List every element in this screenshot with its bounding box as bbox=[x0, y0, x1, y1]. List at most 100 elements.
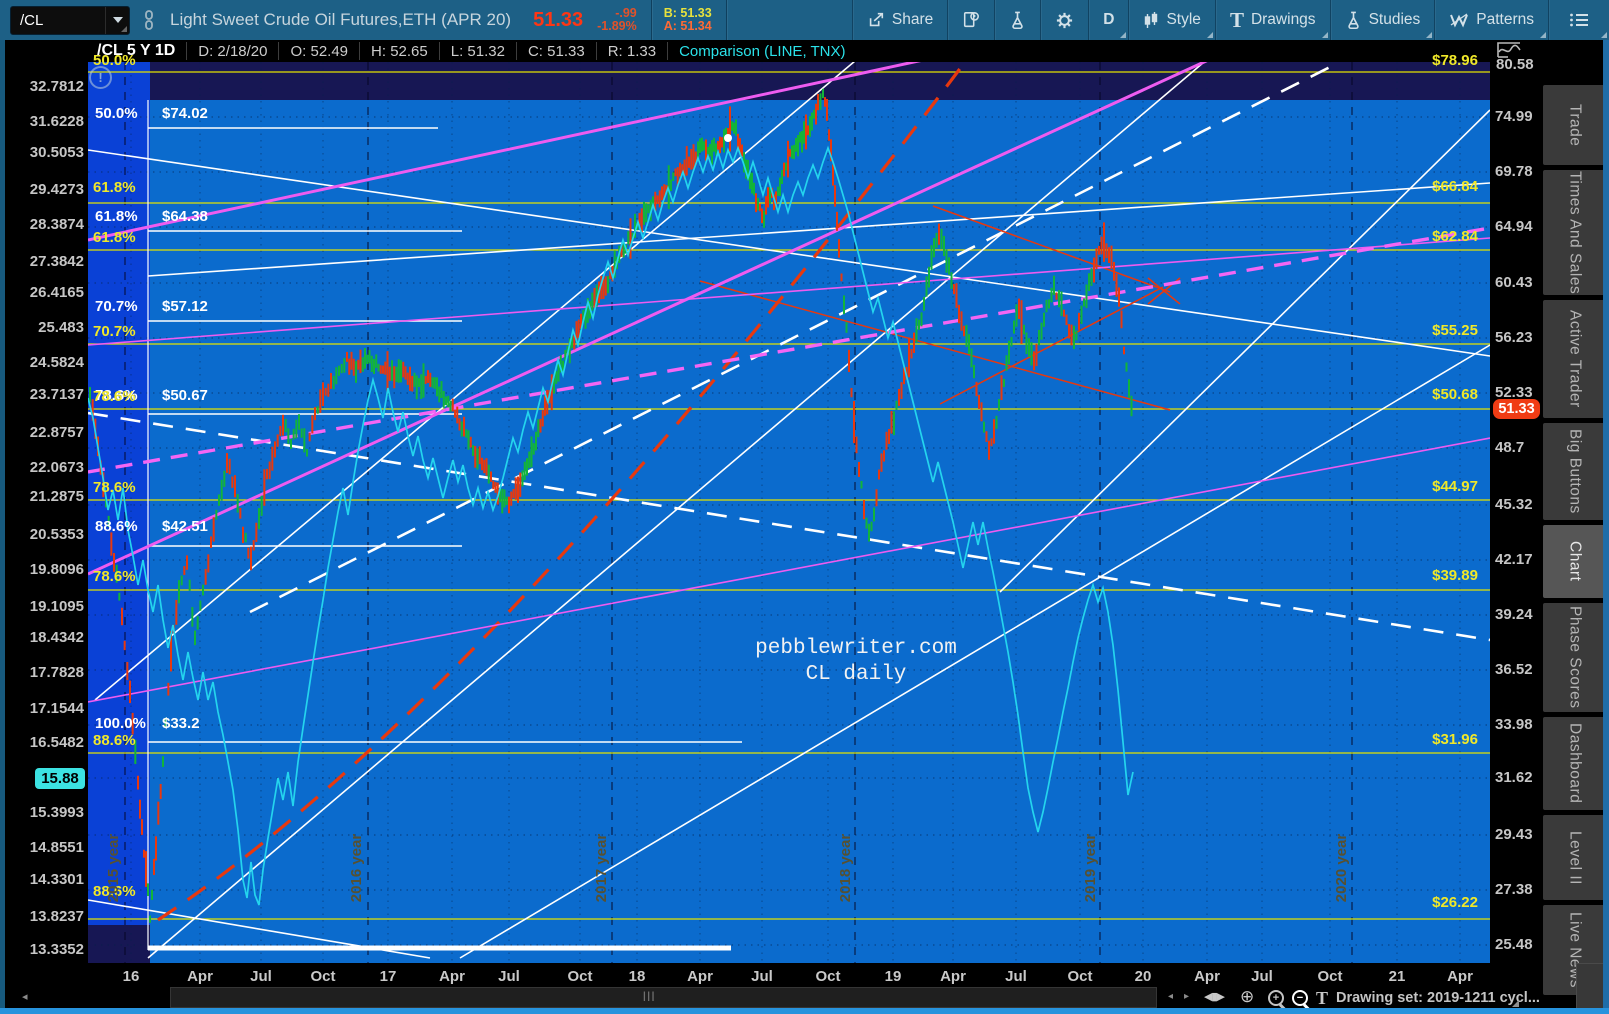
time-axis-tick: Apr bbox=[687, 968, 713, 985]
left-axis-value: 13.3352 bbox=[29, 941, 84, 958]
sidebar-tab-phase-scores[interactable]: Phase Scores bbox=[1543, 603, 1606, 712]
trendline-white bbox=[459, 344, 1490, 959]
scroll-left-icon[interactable]: ◂ bbox=[1168, 991, 1174, 1002]
vertical-scrollbar-end[interactable] bbox=[1576, 963, 1608, 1009]
fib-percent-label-yellow: 88.6% bbox=[93, 732, 136, 749]
left-band bbox=[88, 62, 150, 925]
left-axis-value: 29.4273 bbox=[29, 181, 84, 198]
year-label: 2016 year bbox=[348, 833, 365, 903]
zoom-in-icon[interactable]: + bbox=[1268, 990, 1287, 1011]
bid-ask: B: 51.33 A: 51.34 bbox=[664, 7, 712, 33]
analysis-tools-button[interactable] bbox=[994, 0, 1040, 40]
trendline-magenta-thin bbox=[88, 237, 1490, 346]
studies-button[interactable]: Studies bbox=[1329, 0, 1435, 40]
symbol-value[interactable]: /CL bbox=[20, 11, 44, 29]
instrument-title: Light Sweet Crude Oil Futures,ETH (APR 2… bbox=[170, 10, 512, 29]
right-axis-value: 74.99 bbox=[1495, 108, 1533, 125]
left-axis-value: 19.1095 bbox=[29, 598, 84, 615]
trendline-red-dash bbox=[157, 62, 967, 922]
trendline-red bbox=[699, 280, 1171, 411]
chart-header: /CL 5 Y 1D D: 2/18/20 O: 52.49 H: 52.65 L: … bbox=[0, 40, 1540, 62]
left-axis-value: 25.483 bbox=[38, 319, 84, 336]
fib-price-label: $64.38 bbox=[162, 208, 208, 225]
trendline-magenta bbox=[88, 62, 1208, 576]
fib-percent-label: 100.0% bbox=[95, 715, 146, 732]
axis-top-value: 80.58 bbox=[1496, 56, 1534, 73]
right-axis-value: 29.43 bbox=[1495, 826, 1533, 843]
chart-symbol-timeframe: /CL 5 Y 1D bbox=[97, 42, 176, 59]
link-icon[interactable] bbox=[142, 10, 156, 30]
price-level-label: $39.89 bbox=[1432, 567, 1478, 584]
fib-percent-label-yellow: 50.0% bbox=[93, 52, 136, 69]
watermark-line2: CL daily bbox=[805, 663, 907, 686]
time-axis-tick: Jul bbox=[1005, 968, 1027, 985]
time-axis-tick: 16 bbox=[122, 968, 140, 985]
sidebar-tab-chart[interactable]: Chart bbox=[1543, 525, 1606, 598]
pan-icon[interactable]: ◀▮▶ bbox=[1204, 991, 1225, 1003]
left-axis-value: 14.3301 bbox=[29, 871, 84, 888]
text-annotation-icon[interactable]: T bbox=[1316, 988, 1329, 1008]
drawings-button[interactable]: T Drawings bbox=[1214, 0, 1330, 40]
zoom-out-icon[interactable]: − bbox=[1292, 990, 1311, 1011]
gear-icon bbox=[1057, 12, 1073, 28]
sidebar-tab-level-ii[interactable]: Level II bbox=[1543, 815, 1606, 900]
sidebar-tab-big-buttons[interactable]: Big Buttons bbox=[1543, 423, 1606, 520]
watermark-line1: pebblewriter.com bbox=[755, 637, 957, 660]
crosshair-icon[interactable]: ⊕ bbox=[1240, 987, 1255, 1006]
scroll-right-icon[interactable]: ▸ bbox=[1184, 991, 1190, 1002]
marker-dot bbox=[724, 134, 732, 142]
year-label: 2015 year bbox=[105, 833, 122, 903]
expand-chart-icon[interactable] bbox=[1496, 41, 1522, 59]
ohlc-field: L: 51.32 bbox=[438, 42, 516, 60]
left-axis-value: 20.5353 bbox=[29, 526, 84, 543]
right-axis-value: 60.43 bbox=[1495, 274, 1533, 291]
beaker-icon bbox=[1347, 11, 1359, 29]
alert-circle-icon[interactable]: ! bbox=[89, 66, 112, 89]
comparison-label[interactable]: Comparison (LINE, TNX) bbox=[667, 42, 856, 60]
symbol-dropdown-icon[interactable] bbox=[105, 6, 129, 34]
ohlc-field: D: 2/18/20 bbox=[186, 42, 278, 60]
sidebar-tab-times-and-sales[interactable]: Times And Sales bbox=[1543, 170, 1606, 295]
fib-percent-label: 61.8% bbox=[95, 208, 138, 225]
time-axis-tick: 17 bbox=[379, 968, 397, 985]
resize-handle-icon[interactable] bbox=[1512, 1000, 1519, 1007]
drawing-set-label[interactable]: Drawing set: 2019-1211 cycl... bbox=[1336, 990, 1540, 1006]
timeframe-button[interactable]: D bbox=[1088, 0, 1128, 40]
year-label: 2017 year bbox=[593, 833, 610, 903]
symbol-input[interactable]: /CL bbox=[10, 5, 130, 35]
share-button[interactable]: Share bbox=[851, 0, 947, 40]
sidebar-tab-active-trader[interactable]: Active Trader bbox=[1543, 300, 1606, 418]
price-chart[interactable] bbox=[88, 62, 1490, 963]
time-axis[interactable]: 16 Apr Jul Oct 17 Apr Jul Oct 18 Apr Jul Oct 19 Apr Ju… bbox=[0, 963, 1540, 988]
menu-button[interactable] bbox=[1548, 0, 1609, 40]
sidebar-tab-dashboard[interactable]: Dashboard bbox=[1543, 717, 1606, 810]
watermark: pebblewriter.com CL daily bbox=[715, 636, 997, 688]
price-level-label: $50.68 bbox=[1432, 386, 1478, 403]
scrollbar-grip[interactable]: ||| bbox=[643, 991, 656, 1002]
left-axis-value: 13.8237 bbox=[29, 908, 84, 925]
fib-percent-label-yellow: 70.7% bbox=[93, 323, 136, 340]
left-axis-value: 27.3842 bbox=[29, 253, 84, 270]
time-axis-tick: 20 bbox=[1134, 968, 1152, 985]
change-percent: -1.89% bbox=[597, 19, 637, 33]
bid-value: B: 51.33 bbox=[663, 6, 712, 20]
divider bbox=[725, 0, 727, 40]
last-price: 51.33 bbox=[533, 8, 584, 31]
right-axis-value: 48.7 bbox=[1495, 439, 1525, 456]
window-border-right bbox=[1603, 40, 1609, 1014]
notes-button[interactable] bbox=[947, 0, 994, 40]
time-scrollbar[interactable]: ||| bbox=[170, 987, 1157, 1008]
comparison-last-badge: 15.88 bbox=[35, 768, 85, 789]
divider bbox=[650, 0, 652, 40]
time-axis-tick: 21 bbox=[1388, 968, 1406, 985]
patterns-button[interactable]: Patterns bbox=[1434, 0, 1548, 40]
settings-button[interactable] bbox=[1040, 0, 1088, 40]
left-axis-value: 22.0673 bbox=[29, 459, 84, 476]
price-level-label: $26.22 bbox=[1432, 894, 1478, 911]
sidebar-tab-trade[interactable]: Trade bbox=[1543, 85, 1606, 165]
ohlc-field: R: 1.33 bbox=[595, 42, 667, 60]
scroll-far-left-icon[interactable]: ◂ bbox=[22, 991, 28, 1003]
style-button[interactable]: Style bbox=[1128, 0, 1214, 40]
trendline-white-dash bbox=[88, 411, 1490, 642]
time-axis-tick: Apr bbox=[940, 968, 966, 985]
